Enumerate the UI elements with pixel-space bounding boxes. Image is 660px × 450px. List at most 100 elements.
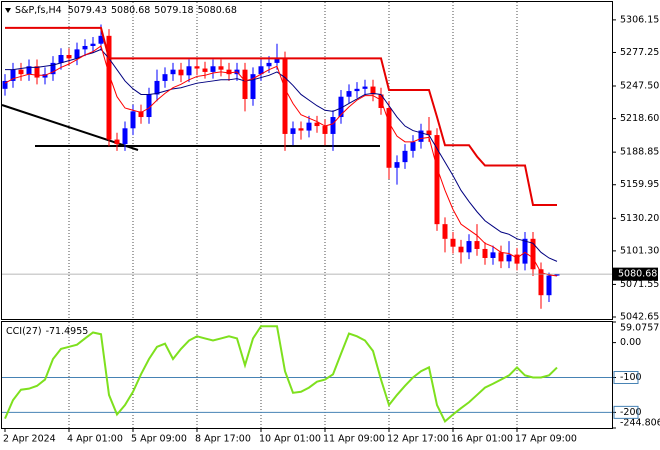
ohlc-close: 5080.68 xyxy=(198,5,237,16)
candle-body xyxy=(290,128,296,134)
level-box xyxy=(613,370,639,384)
candle-body xyxy=(178,69,184,76)
candle-body xyxy=(258,66,264,75)
ohlc-low: 5079.18 xyxy=(154,5,193,16)
y-tick-label: 0.00 xyxy=(620,337,641,348)
candle-body xyxy=(362,86,368,89)
candle-body xyxy=(522,238,528,264)
candle-body xyxy=(330,117,336,134)
candle-body xyxy=(66,55,72,59)
symbol: S&P,fs,H4 xyxy=(15,5,62,16)
y-tick-label: 5306.15 xyxy=(620,14,659,25)
y-tick-label: 5042.65 xyxy=(620,312,659,323)
price-header: S&P,fs,H4 5079.43 5080.68 5079.18 5080.68 xyxy=(15,5,237,16)
candle-body xyxy=(338,96,344,118)
x-tick-label: 12 Apr 17:00 xyxy=(387,434,449,445)
candle-body xyxy=(442,224,448,239)
price-panel xyxy=(1,1,613,320)
candle-body xyxy=(154,80,160,95)
ohlc-open: 5079.43 xyxy=(68,5,107,16)
candle-body xyxy=(394,162,400,168)
candle-body xyxy=(146,94,152,118)
candle-body xyxy=(354,88,360,92)
candle-body xyxy=(266,62,272,67)
candle-body xyxy=(314,122,320,127)
candle-body xyxy=(74,49,80,59)
ohlc-high: 5080.68 xyxy=(111,5,150,16)
candle-body xyxy=(466,241,472,253)
x-tick-label: 17 Apr 09:00 xyxy=(515,434,577,445)
candle-body xyxy=(42,74,48,78)
candle-body xyxy=(82,45,88,50)
candle-body xyxy=(106,35,112,140)
current-price-label: 5080.68 xyxy=(618,269,657,280)
candle-body xyxy=(506,254,512,262)
candle-body xyxy=(26,66,32,75)
candle-body xyxy=(346,91,352,97)
level-box xyxy=(613,405,639,419)
y-tick-label: -244.8067 xyxy=(620,418,660,429)
x-tick-label: 4 Apr 01:00 xyxy=(67,434,123,445)
y-tick-label: -200 xyxy=(620,407,642,418)
candle-body xyxy=(474,241,480,249)
candle-body xyxy=(210,66,216,72)
candle-body xyxy=(218,66,224,70)
x-tick-label: 16 Apr 01:00 xyxy=(451,434,513,445)
y-tick-label: -100 xyxy=(620,372,642,383)
indicator-line xyxy=(5,48,558,262)
candle-body xyxy=(554,274,560,276)
y-tick-label: 5188.85 xyxy=(620,147,659,158)
candle-body xyxy=(426,130,432,136)
candle-body xyxy=(282,58,288,134)
y-tick-label: 5247.50 xyxy=(620,81,659,92)
candle-body xyxy=(170,69,176,75)
candle-body xyxy=(130,111,136,129)
candle-body xyxy=(514,254,520,264)
candle-body xyxy=(458,246,464,253)
candle-body xyxy=(58,55,64,63)
candle-body xyxy=(490,252,496,258)
x-tick-label: 11 Apr 09:00 xyxy=(323,434,385,445)
x-tick-label: 2 Apr 2024 xyxy=(3,434,56,445)
y-tick-label: 5101.30 xyxy=(620,245,659,256)
collapse-icon xyxy=(5,8,11,13)
candle-body xyxy=(498,252,504,262)
cci-value: -71.4955 xyxy=(46,326,89,337)
candle-body xyxy=(418,130,424,142)
candle-body xyxy=(538,269,544,296)
candle-body xyxy=(186,66,192,76)
candle-body xyxy=(202,68,208,72)
candle-body xyxy=(50,62,56,75)
cci-header: CCI(27) -71.4955 xyxy=(6,326,88,337)
candle-body xyxy=(530,238,536,270)
candle-body xyxy=(386,108,392,168)
candle-body xyxy=(370,86,376,95)
candle-body xyxy=(402,150,408,163)
candle-body xyxy=(122,128,128,145)
cci-panel xyxy=(1,321,613,429)
candle-body xyxy=(322,126,328,134)
candle-body xyxy=(298,128,304,131)
candle-body xyxy=(274,58,280,63)
y-tick-label: 5130.20 xyxy=(620,213,659,224)
current-price-box xyxy=(613,267,658,281)
y-tick-label: 5277.25 xyxy=(620,47,659,58)
x-tick-label: 5 Apr 09:00 xyxy=(131,434,187,445)
cci-line xyxy=(4,325,558,424)
candle-body xyxy=(250,74,256,99)
candle-body xyxy=(90,43,96,46)
candle-body xyxy=(138,111,144,118)
y-tick-label: 5218.60 xyxy=(620,113,659,124)
candle-body xyxy=(226,69,232,75)
candle-body xyxy=(482,248,488,258)
candle-body xyxy=(306,122,312,131)
cci-title: CCI(27) xyxy=(6,326,42,337)
candle-body xyxy=(410,141,416,151)
candle-body xyxy=(450,238,456,247)
x-tick-label: 8 Apr 17:00 xyxy=(195,434,251,445)
y-tick-label: 5159.95 xyxy=(620,179,659,190)
candle-body xyxy=(2,80,8,89)
candle-body xyxy=(546,275,552,296)
